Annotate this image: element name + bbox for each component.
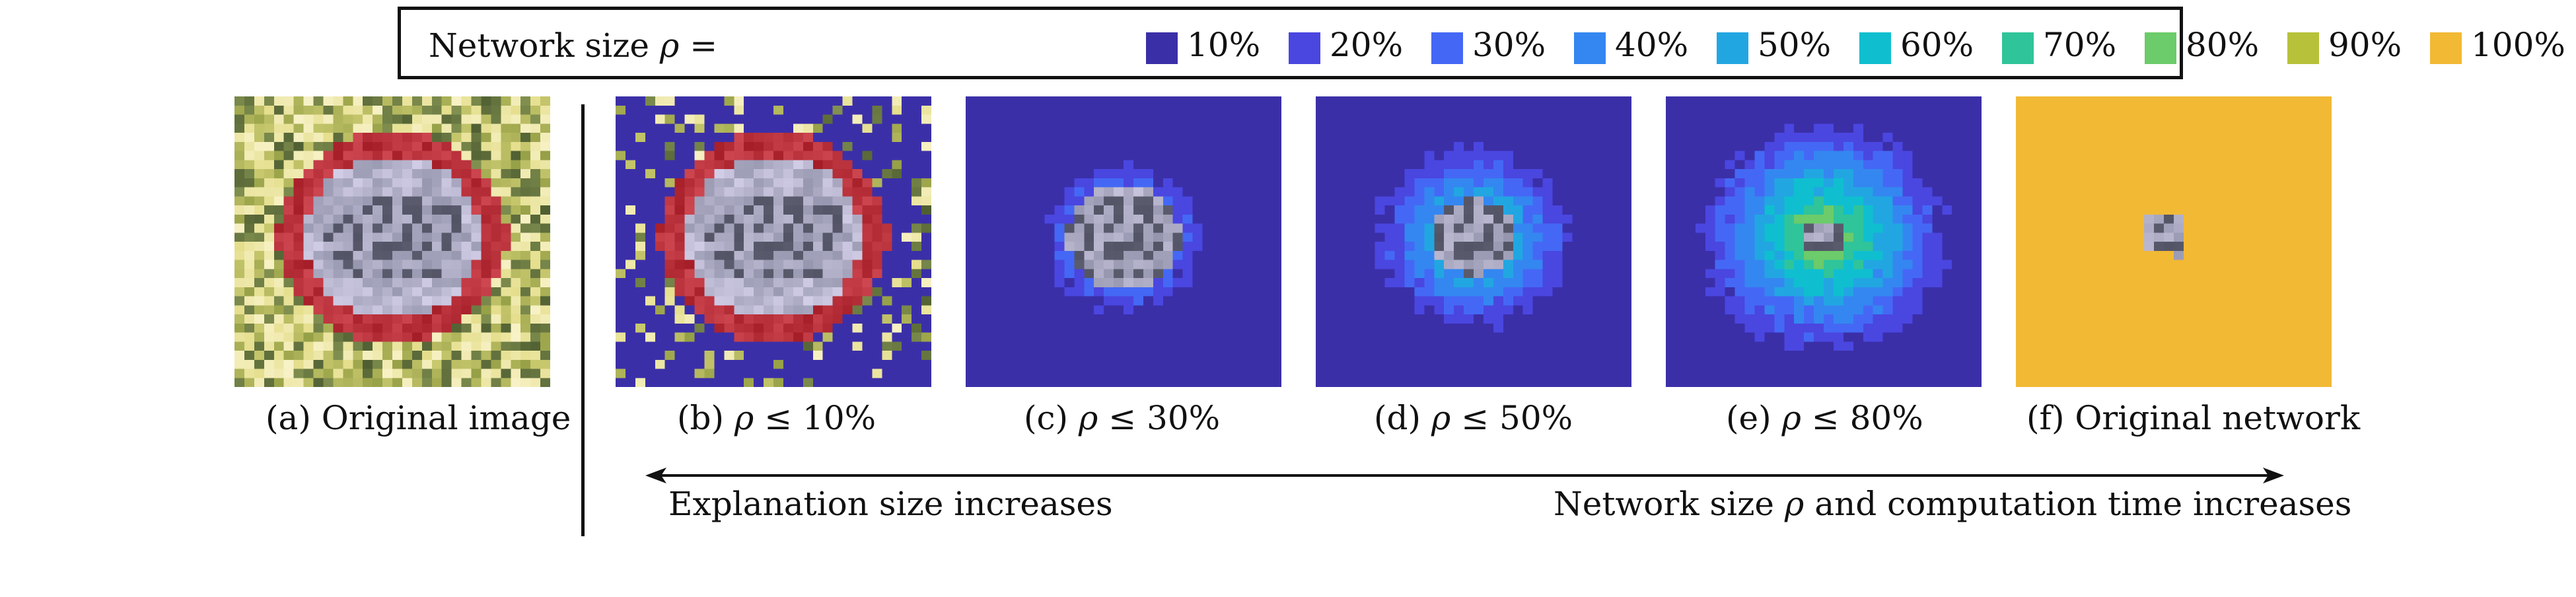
legend-label: 60%	[1900, 26, 1974, 64]
panel-a-caption: (a) Original image	[266, 399, 571, 437]
legend-swatch	[1859, 32, 1891, 64]
legend-title: Network size ρ =	[429, 26, 718, 65]
legend-swatch	[2430, 32, 2462, 64]
panel-f-image	[2016, 96, 2332, 387]
arrow-left-label: Explanation size increases	[668, 485, 1113, 523]
legend-box: Network size ρ = 10% 20% 30% 40% 50% 60%…	[398, 7, 2565, 79]
legend-swatch	[1431, 32, 1463, 64]
legend-swatch	[2002, 32, 2034, 64]
panel-f-caption: (f) Original network	[2026, 399, 2361, 437]
panel-d-image	[1316, 96, 1631, 387]
legend-label: 40%	[1615, 26, 1689, 64]
legend-swatch	[1717, 32, 1748, 64]
legend-swatch	[1146, 32, 1178, 64]
panel-e-caption: (e) ρ ≤ 80%	[1726, 399, 1923, 437]
legend-label: 30%	[1472, 26, 1546, 64]
legend-swatch	[1574, 32, 1606, 64]
legend-swatch	[1289, 32, 1320, 64]
panel-c-caption: (c) ρ ≤ 30%	[1024, 399, 1221, 437]
arrow-right-label: Network size ρ and computation time incr…	[1554, 485, 2352, 523]
panel-b-caption: (b) ρ ≤ 10%	[677, 399, 877, 437]
panel-divider	[581, 104, 585, 536]
legend-label: 100%	[2471, 26, 2565, 64]
legend-label: 50%	[1758, 26, 1832, 64]
legend-label: 70%	[2043, 26, 2117, 64]
double-arrow-icon	[645, 468, 2284, 483]
legend-swatch	[2145, 32, 2176, 64]
legend-label: 10%	[1187, 26, 1261, 64]
panel-a-image	[234, 96, 550, 387]
legend-label: 20%	[1330, 26, 1404, 64]
panel-d-caption: (d) ρ ≤ 50%	[1374, 399, 1573, 437]
panel-e-image	[1666, 96, 1982, 387]
panel-b-image	[616, 96, 931, 387]
legend-swatch	[2287, 32, 2319, 64]
panel-c-image	[966, 96, 1281, 387]
legend-label: 80%	[2186, 26, 2260, 64]
legend-label: 90%	[2328, 26, 2402, 64]
